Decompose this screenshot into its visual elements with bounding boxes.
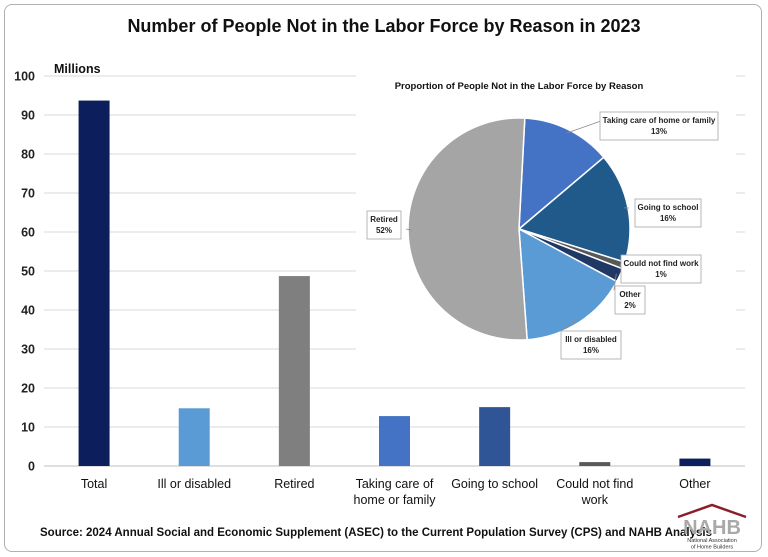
- pie-label-box: [634, 198, 702, 228]
- pie-leader-line: [613, 273, 617, 291]
- logo-word: NAHB: [683, 517, 741, 539]
- y-tick-label: 40: [21, 304, 35, 318]
- x-tick-label: Total: [81, 477, 107, 491]
- chart-title: Number of People Not in the Labor Force …: [127, 16, 641, 36]
- x-tick-label: Could not find work: [556, 477, 633, 507]
- bar-ill-or-disabled: [178, 408, 210, 466]
- chart-frame: [4, 4, 762, 552]
- pie-label: Ill or disabled 16%: [565, 335, 617, 355]
- y-tick-label: 20: [21, 382, 35, 396]
- pie-chart: Proportion of People Not in the Labor Fo…: [356, 74, 736, 384]
- bar-other: [679, 458, 711, 466]
- pie-leader-line: [566, 120, 602, 134]
- pie-leader-line: [405, 228, 413, 231]
- pie-leader-line: [561, 318, 578, 331]
- nahb-logo: NAHB National Association of Home Builde…: [677, 503, 747, 551]
- pie-slice-taking-care-of-home-or-family: [518, 117, 605, 231]
- x-tick-label: Going to school: [451, 477, 538, 491]
- bar-taking-care-of-home-or-family: [379, 416, 410, 466]
- logo-line1: National Association: [687, 538, 737, 544]
- pie-label-box: [366, 210, 402, 240]
- pie-slice-retired: [407, 117, 528, 341]
- y-tick-label: 10: [21, 421, 35, 435]
- pie-label-box: [560, 330, 622, 360]
- x-tick-label: Taking care of home or family: [354, 477, 437, 507]
- y-axis-label: Millions: [54, 62, 101, 76]
- source-note: Source: 2024 Annual Social and Economic …: [40, 527, 713, 539]
- pie-label: Other 2%: [619, 290, 640, 310]
- bar-retired: [278, 276, 310, 466]
- logo-line2: of Home Builders: [691, 545, 733, 551]
- pie-label: Going to school 16%: [638, 203, 699, 223]
- bar-total: [78, 100, 110, 466]
- pie-title: Proportion of People Not in the Labor Fo…: [395, 81, 644, 92]
- y-tick-label: 70: [21, 187, 35, 201]
- logo-roof: [677, 503, 747, 519]
- pie-label: Could not find work 1%: [623, 259, 699, 279]
- pie-slice-ill-or-disabled: [518, 227, 618, 341]
- pie-label-box: [614, 285, 646, 315]
- bar-going-to-school: [479, 407, 511, 466]
- pie-label-box: [599, 111, 719, 141]
- pie-label: Retired 52%: [370, 215, 398, 235]
- y-tick-label: 80: [21, 148, 35, 162]
- bars: [78, 100, 711, 466]
- x-tick-label: Ill or disabled: [157, 477, 231, 491]
- bar-could-not-find-work: [579, 462, 611, 466]
- y-tick-label: 60: [21, 226, 35, 240]
- pie-label: Taking care of home or family 13%: [603, 116, 716, 136]
- x-axis-labels: Total Ill or disabled Retired Taking care o…: [81, 477, 711, 507]
- y-tick-label: 0: [28, 460, 35, 474]
- y-tick-label: 100: [14, 70, 35, 84]
- x-tick-label: Retired: [274, 477, 314, 491]
- pie-label-box: [620, 254, 702, 284]
- y-tick-label: 50: [21, 265, 35, 279]
- y-tick-label: 90: [21, 109, 35, 123]
- x-tick-label: Other: [679, 477, 710, 491]
- y-tick-label: 30: [21, 343, 35, 357]
